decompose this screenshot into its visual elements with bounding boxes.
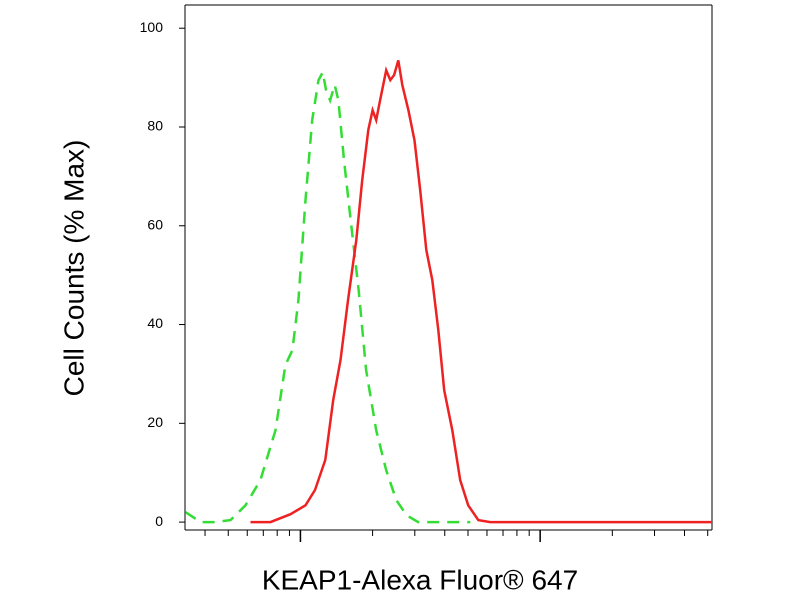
series-line: [184, 68, 471, 524]
y-tick-label: 20: [147, 414, 163, 430]
y-axis-title: Cell Counts (% Max): [58, 140, 89, 397]
y-tick-label: 0: [155, 513, 163, 529]
x-axis-title: KEAP1-Alexa Fluor® 647: [262, 564, 578, 595]
y-tick-label: 40: [147, 315, 163, 331]
y-tick-label: 60: [147, 216, 163, 232]
series-line: [250, 59, 712, 524]
y-tick-label: 80: [147, 118, 163, 134]
y-tick-label: 100: [140, 19, 164, 35]
